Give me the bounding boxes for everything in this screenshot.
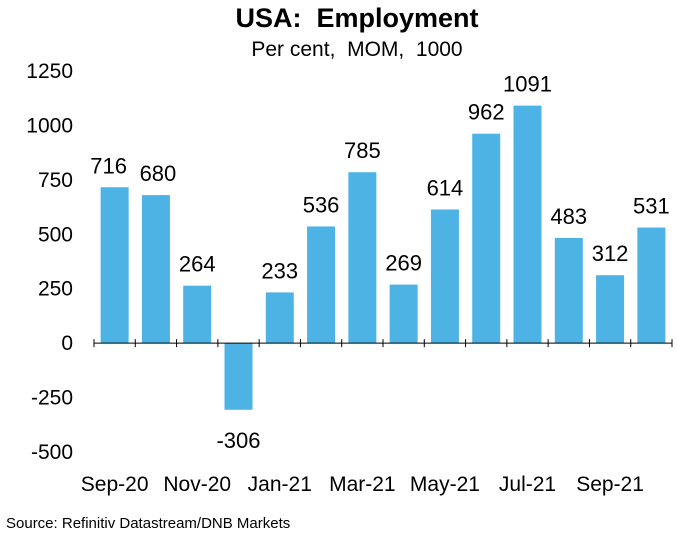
data-label: 614 [427,175,464,200]
y-tick-label: 1000 [26,114,73,137]
bar [637,227,666,344]
bar [348,172,377,344]
data-labels: 716 680 264 -306 233 536 785 269 614 962 1091 48331… [90,72,669,453]
bar [596,275,625,344]
source-note: Source: Refinitiv Datastream/DNB Markets [6,515,290,532]
data-label: 680 [140,161,177,186]
y-tick-label: -500 [31,441,73,464]
bar [265,292,294,344]
bars [100,105,666,410]
data-label: 536 [303,192,340,217]
x-tick-label: Mar-21 [329,473,396,496]
x-axis-ticks [93,339,673,348]
y-tick-label: 750 [38,169,73,192]
x-axis-tick-labels: Sep-20 Nov-20 Jan-21 Mar-21 May-21 Jul-21 Sep-… [81,473,644,496]
data-label: 312 [592,241,629,266]
bar [100,187,129,344]
x-tick-label: Jan-21 [248,473,312,496]
y-tick-label: 250 [38,278,73,301]
y-tick-label: 0 [61,332,73,355]
y-tick-label: 500 [38,223,73,246]
x-tick-label: Jul-21 [499,473,556,496]
bar [224,343,253,410]
bar [307,226,336,344]
x-tick-label: Sep-20 [81,473,149,496]
x-tick-label: Nov-20 [163,473,231,496]
bar [389,284,418,344]
data-label: 269 [385,251,422,276]
y-axis-ticks: 1250 1000 750 500 250 0 -250 -500 [26,60,73,464]
bar [183,285,212,344]
data-label: -306 [216,428,260,453]
x-tick-label: May-21 [410,473,480,496]
x-tick-label: Sep-21 [576,473,644,496]
data-label: 962 [468,100,505,125]
bar [141,195,170,344]
y-tick-label: -250 [31,387,73,410]
data-label: 233 [261,258,298,283]
data-label: 483 [550,204,587,229]
bar [554,237,583,344]
data-label: 531 [633,194,670,219]
chart-title: USA: Employment [235,3,478,33]
chart-subtitle: Per cent, MOM, 1000 [251,38,462,61]
data-label: 264 [179,252,216,277]
bar [430,209,459,344]
data-label: 785 [344,138,381,163]
bar [513,105,542,344]
y-tick-label: 1250 [26,60,73,83]
data-label: 1091 [503,72,552,97]
data-label: 716 [90,153,127,178]
bar [472,133,501,344]
